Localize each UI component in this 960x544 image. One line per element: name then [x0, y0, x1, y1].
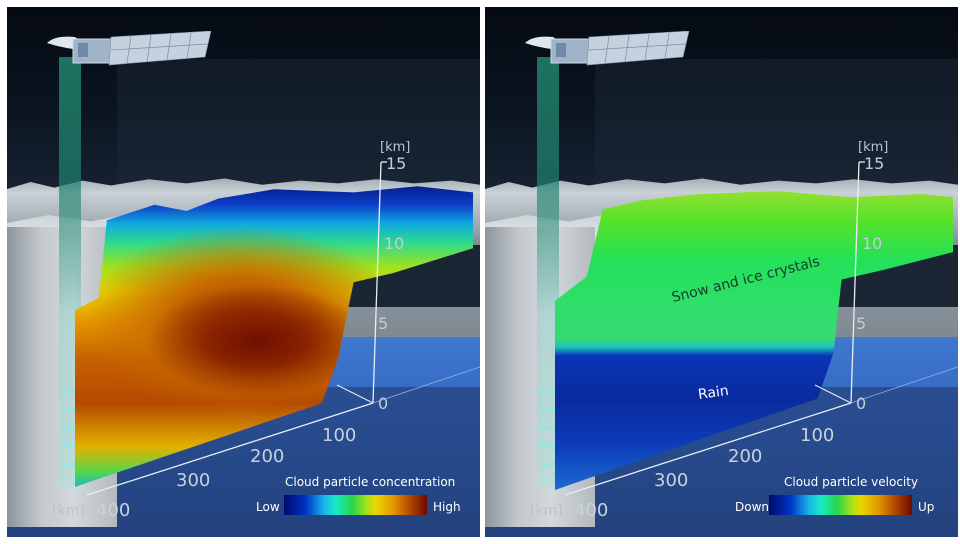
altitude-unit-label: [km]: [858, 140, 889, 155]
legend-low-label: Down: [735, 500, 770, 514]
beam-ring: [57, 423, 83, 429]
beam-ring: [535, 459, 561, 465]
altitude-tick-10: 10: [384, 234, 405, 253]
distance-tick-100: 100: [800, 425, 835, 446]
distance-unit-label: [km]: [530, 503, 563, 519]
altitude-tick-15: 15: [864, 154, 885, 173]
altitude-tick-0: 0: [378, 394, 389, 413]
satellite-icon: [525, 31, 690, 66]
distance-tick-200: 200: [250, 446, 285, 467]
legend-high-label: High: [433, 500, 461, 514]
legend-low-label: Low: [256, 500, 280, 514]
legend-title-velocity: Cloud particle velocity: [784, 475, 919, 489]
altitude-tick-5: 5: [378, 314, 389, 333]
distance-tick-200: 200: [728, 446, 763, 467]
beam-ring: [535, 387, 561, 393]
colorbar-concentration: [284, 495, 427, 515]
distance-tick-300: 300: [176, 470, 211, 491]
beam-ring: [535, 423, 561, 429]
beam-ring: [57, 387, 83, 393]
atmosphere-haze: [595, 59, 958, 189]
distance-tick-400: 400: [574, 500, 609, 521]
altitude-tick-0: 0: [856, 394, 867, 413]
beam-ring: [535, 441, 561, 447]
distance-tick-100: 100: [322, 425, 357, 446]
beam-ring: [57, 405, 83, 411]
altitude-tick-15: 15: [386, 154, 407, 173]
altitude-unit-label: [km]: [380, 140, 411, 155]
altitude-tick-5: 5: [856, 314, 867, 333]
beam-ring: [535, 405, 561, 411]
legend-title-concentration: Cloud particle concentration: [285, 475, 456, 489]
altitude-tick-10: 10: [862, 234, 883, 253]
beam-ring: [57, 441, 83, 447]
radar-beam: [537, 57, 559, 487]
distance-tick-400: 400: [96, 500, 131, 521]
beam-ring: [57, 459, 83, 465]
satellite-icon: [47, 31, 212, 66]
distance-unit-label: [km]: [52, 503, 85, 519]
atmosphere-haze: [117, 59, 480, 189]
colorbar-velocity: [769, 495, 912, 515]
distance-tick-300: 300: [654, 470, 689, 491]
legend-high-label: Up: [918, 500, 935, 514]
